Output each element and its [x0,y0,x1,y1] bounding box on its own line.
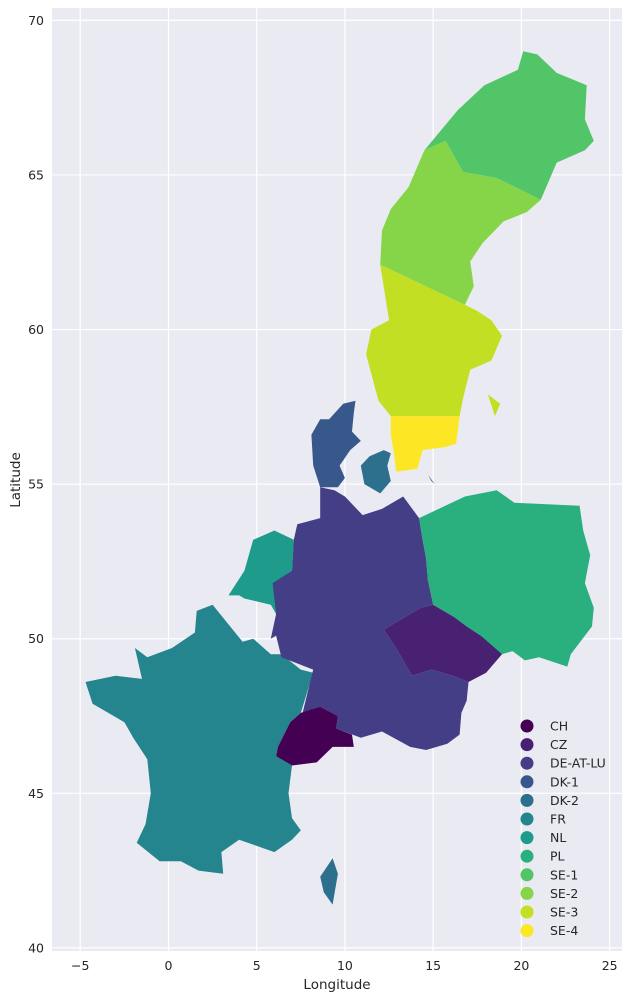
x-tick-label: 15 [425,958,441,973]
legend-label: DE-AT-LU [550,756,606,771]
x-tick-label: 20 [513,958,529,973]
legend-label: CZ [550,737,567,752]
legend-marker [520,756,534,770]
legend: CH CZ DE-AT-LU DK-1 DK-2 FR NL PL SE-1 SE-2 SE-3 SE… [520,719,606,938]
legend-label: DK-2 [550,793,579,808]
region-se-3 [366,264,502,417]
legend-marker [520,719,534,733]
region-dk-1 [311,400,361,488]
region-ch [276,706,354,766]
y-tick-label: 55 [28,477,44,492]
legend-marker [520,924,534,938]
x-axis-title: Longitude [303,977,370,993]
legend-label: CH [550,719,568,734]
legend-marker [520,775,534,789]
region-de-at-lu [270,487,469,750]
legend-marker [520,812,534,826]
legend-marker [520,793,534,807]
legend-marker [520,831,534,845]
x-tick-label: 0 [164,958,172,973]
legend-label: PL [550,849,565,864]
y-tick-label: 70 [28,13,44,28]
region-se-2 [380,140,541,305]
legend-marker [520,738,534,752]
region-cz [383,604,502,682]
legend-label: SE-3 [550,905,578,920]
x-tick-label: −5 [71,958,89,973]
y-tick-label: 40 [28,940,44,955]
region-nl [228,530,294,614]
legend-label: DK-1 [550,774,579,789]
legend-marker [520,849,534,863]
legend-marker [520,886,534,900]
x-tick-label: 10 [337,958,353,973]
y-tick-label: 45 [28,786,44,801]
region-se-1 [424,51,594,200]
axis-ticks: −5 0 5 10 15 20 25 40 45 50 55 60 65 70 [28,13,618,973]
y-tick-label: 50 [28,631,44,646]
legend-label: SE-4 [550,923,578,938]
x-tick-label: 5 [253,958,261,973]
region-fr [85,604,314,874]
y-axis-title: Latitude [8,452,24,508]
map-regions [85,51,594,905]
legend-label: SE-2 [550,886,578,901]
legend-label: NL [550,830,566,845]
y-tick-label: 65 [28,167,44,182]
region-se-4 [390,416,460,472]
legend-marker [520,905,534,919]
legend-marker [520,868,534,882]
legend-label: SE-1 [550,867,578,882]
region-pl [419,490,594,667]
y-tick-label: 60 [28,322,44,337]
legend-label: FR [550,812,566,827]
x-tick-label: 25 [602,958,618,973]
